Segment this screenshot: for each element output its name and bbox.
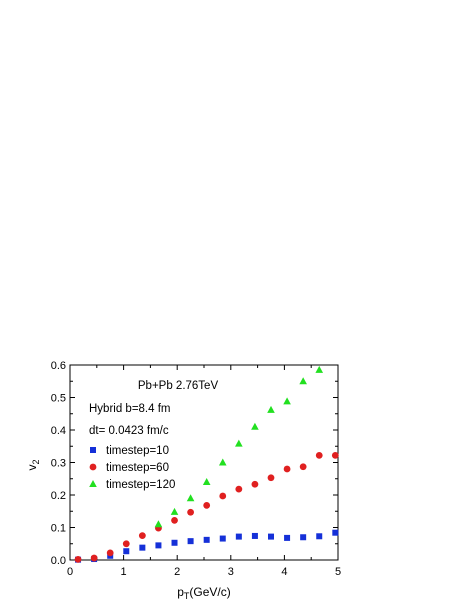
data-point-circle [315, 451, 323, 459]
legend-label: timestep=60 [106, 462, 169, 474]
data-point-circle [219, 492, 227, 500]
data-point-square [155, 542, 162, 549]
data-point-triangle [315, 365, 324, 373]
data-point-circle [106, 549, 114, 557]
x-axis-label-sub: T [184, 591, 190, 601]
data-point-circle [235, 485, 243, 493]
data-point-square [268, 533, 274, 540]
y-tick-label: 0.5 [51, 393, 66, 405]
x-tick-label: 3 [228, 566, 234, 578]
data-point-square [316, 533, 323, 540]
data-point-circle [251, 480, 259, 488]
data-point-triangle [267, 405, 275, 413]
data-point-circle [90, 554, 98, 562]
data-point-square [300, 534, 307, 541]
data-point-square [123, 548, 130, 555]
legend-item: timestep=10 [90, 445, 169, 457]
y-tick-label: 0.3 [51, 458, 66, 470]
data-point-triangle [251, 422, 259, 430]
x-tick-label: 2 [174, 566, 180, 578]
y-tick-label: 0.6 [51, 360, 66, 372]
legend-label: timestep=10 [106, 445, 169, 457]
legend-item: timestep=120 [89, 479, 175, 491]
y-axis-label-main: v [25, 465, 39, 471]
data-point-circle [138, 532, 146, 540]
y-tick-label: 0.2 [51, 490, 66, 502]
data-points [74, 365, 339, 563]
x-tick-label: 4 [281, 566, 287, 578]
data-point-square [284, 534, 291, 541]
data-point-circle [74, 555, 82, 563]
data-point-triangle [218, 458, 227, 466]
data-point-triangle [283, 397, 291, 405]
legend-item: timestep=60 [89, 462, 169, 474]
data-point-circle [171, 516, 178, 524]
legend-marker-triangle [89, 480, 97, 487]
data-point-triangle [154, 520, 163, 528]
legend-marker-square [90, 447, 96, 453]
legend-marker-circle [89, 463, 97, 471]
data-point-square [171, 539, 178, 546]
data-point-circle [299, 463, 307, 471]
y-tick-label: 0.1 [51, 523, 66, 535]
x-axis-label-main: p [177, 585, 184, 599]
data-point-square [235, 533, 242, 540]
data-point-triangle [186, 494, 195, 502]
data-point-circle [283, 465, 291, 473]
axis-ticks [69, 364, 339, 561]
x-tick-label: 0 [67, 566, 73, 578]
data-point-triangle [170, 507, 179, 515]
data-point-circle [187, 508, 195, 516]
data-point-circle [267, 474, 275, 482]
annotation-timestep: dt= 0.0423 fm/c [89, 425, 169, 437]
data-point-circle [331, 451, 339, 459]
x-axis-label-rest: (GeV/c) [189, 585, 230, 599]
series-square [75, 529, 339, 563]
annotation-system: Pb+Pb 2.76TeV [138, 380, 219, 392]
data-point-square [251, 532, 258, 539]
data-point-square [332, 529, 339, 536]
x-axis-label: pT(GeV/c) [177, 585, 231, 601]
y-tick-label: 0.0 [51, 555, 66, 567]
data-point-square [187, 538, 194, 545]
y-tick-label: 0.4 [51, 425, 66, 437]
data-point-circle [203, 502, 211, 509]
data-point-square [219, 535, 226, 542]
legend: timestep=10 timestep=60 timestep=120 [89, 445, 175, 491]
y-axis-label-sub: 2 [31, 459, 41, 464]
series-circle [74, 451, 339, 563]
data-point-triangle [299, 377, 307, 385]
tick-labels: 0 1 2 3 4 5 0.0 0.1 0.2 0.3 0.4 0.5 0.6 [51, 360, 341, 578]
y-axis-label: v2 [25, 459, 41, 470]
data-point-triangle [202, 478, 211, 485]
data-point-triangle [235, 439, 243, 447]
x-tick-label: 5 [335, 566, 341, 578]
x-tick-label: 1 [121, 566, 127, 578]
data-point-circle [122, 540, 130, 548]
series-triangle [154, 365, 324, 528]
data-point-square [139, 544, 146, 551]
data-point-square [203, 536, 210, 543]
annotation-model: Hybrid b=8.4 fm [89, 403, 171, 415]
legend-label: timestep=120 [106, 479, 175, 491]
